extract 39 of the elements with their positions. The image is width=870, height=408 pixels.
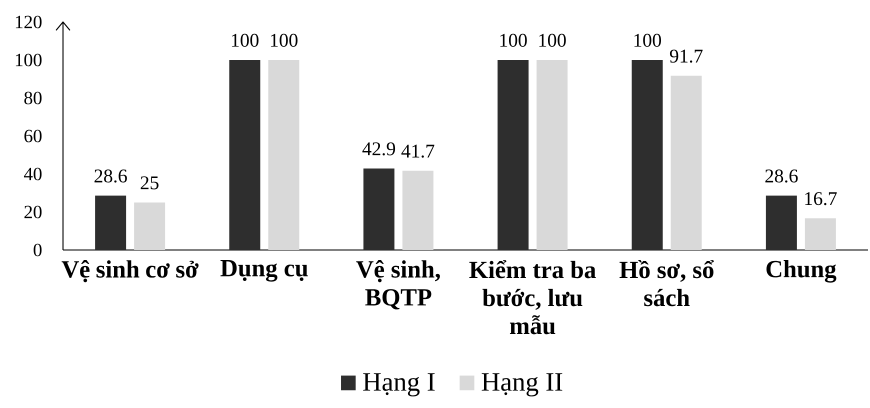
data-label: 28.6 — [765, 169, 798, 183]
bar — [498, 60, 529, 250]
y-tick-label: 100 — [16, 54, 42, 66]
bar — [134, 202, 166, 250]
data-label: 25 — [140, 176, 158, 190]
data-label: 100 — [500, 34, 527, 47]
bar — [268, 60, 300, 250]
data-label: 16.7 — [805, 192, 837, 206]
bar — [804, 218, 836, 250]
data-label: 100 — [270, 34, 298, 47]
bar — [402, 170, 434, 250]
data-label: 28.6 — [94, 169, 127, 183]
data-label: 41.7 — [401, 144, 434, 158]
legend-label: Hạng II — [482, 373, 562, 396]
y-tick-label: 40 — [24, 168, 42, 180]
bar — [670, 76, 702, 250]
x-tick-label: Kiểm tra ba bước, lưu mẫu — [469, 260, 596, 334]
bar — [632, 60, 663, 250]
data-label: 91.7 — [670, 50, 703, 63]
legend-label: Hạng I — [363, 373, 435, 396]
x-tick-label: Dụng cụ — [220, 260, 308, 282]
y-tick-label: 0 — [34, 244, 42, 256]
bar — [363, 168, 394, 250]
x-tick-label: Hồ sơ, sổ sách — [620, 260, 714, 306]
bar — [95, 196, 126, 250]
y-tick-label: 60 — [24, 130, 42, 142]
bar — [536, 60, 568, 250]
data-label: 100 — [232, 34, 259, 47]
bar — [766, 196, 797, 250]
x-tick-label: Chung — [766, 260, 836, 283]
data-label: 100 — [539, 34, 566, 47]
y-tick-label: 120 — [16, 16, 42, 28]
data-label: 100 — [634, 34, 662, 47]
x-tick-label: Vệ sinh, BQTP — [356, 260, 440, 310]
data-label: 42.9 — [362, 142, 396, 156]
y-tick-label: 20 — [24, 206, 42, 218]
y-tick-label: 80 — [24, 92, 42, 104]
bar — [229, 60, 260, 250]
x-tick-label: Vệ sinh cơ sở — [62, 260, 199, 282]
